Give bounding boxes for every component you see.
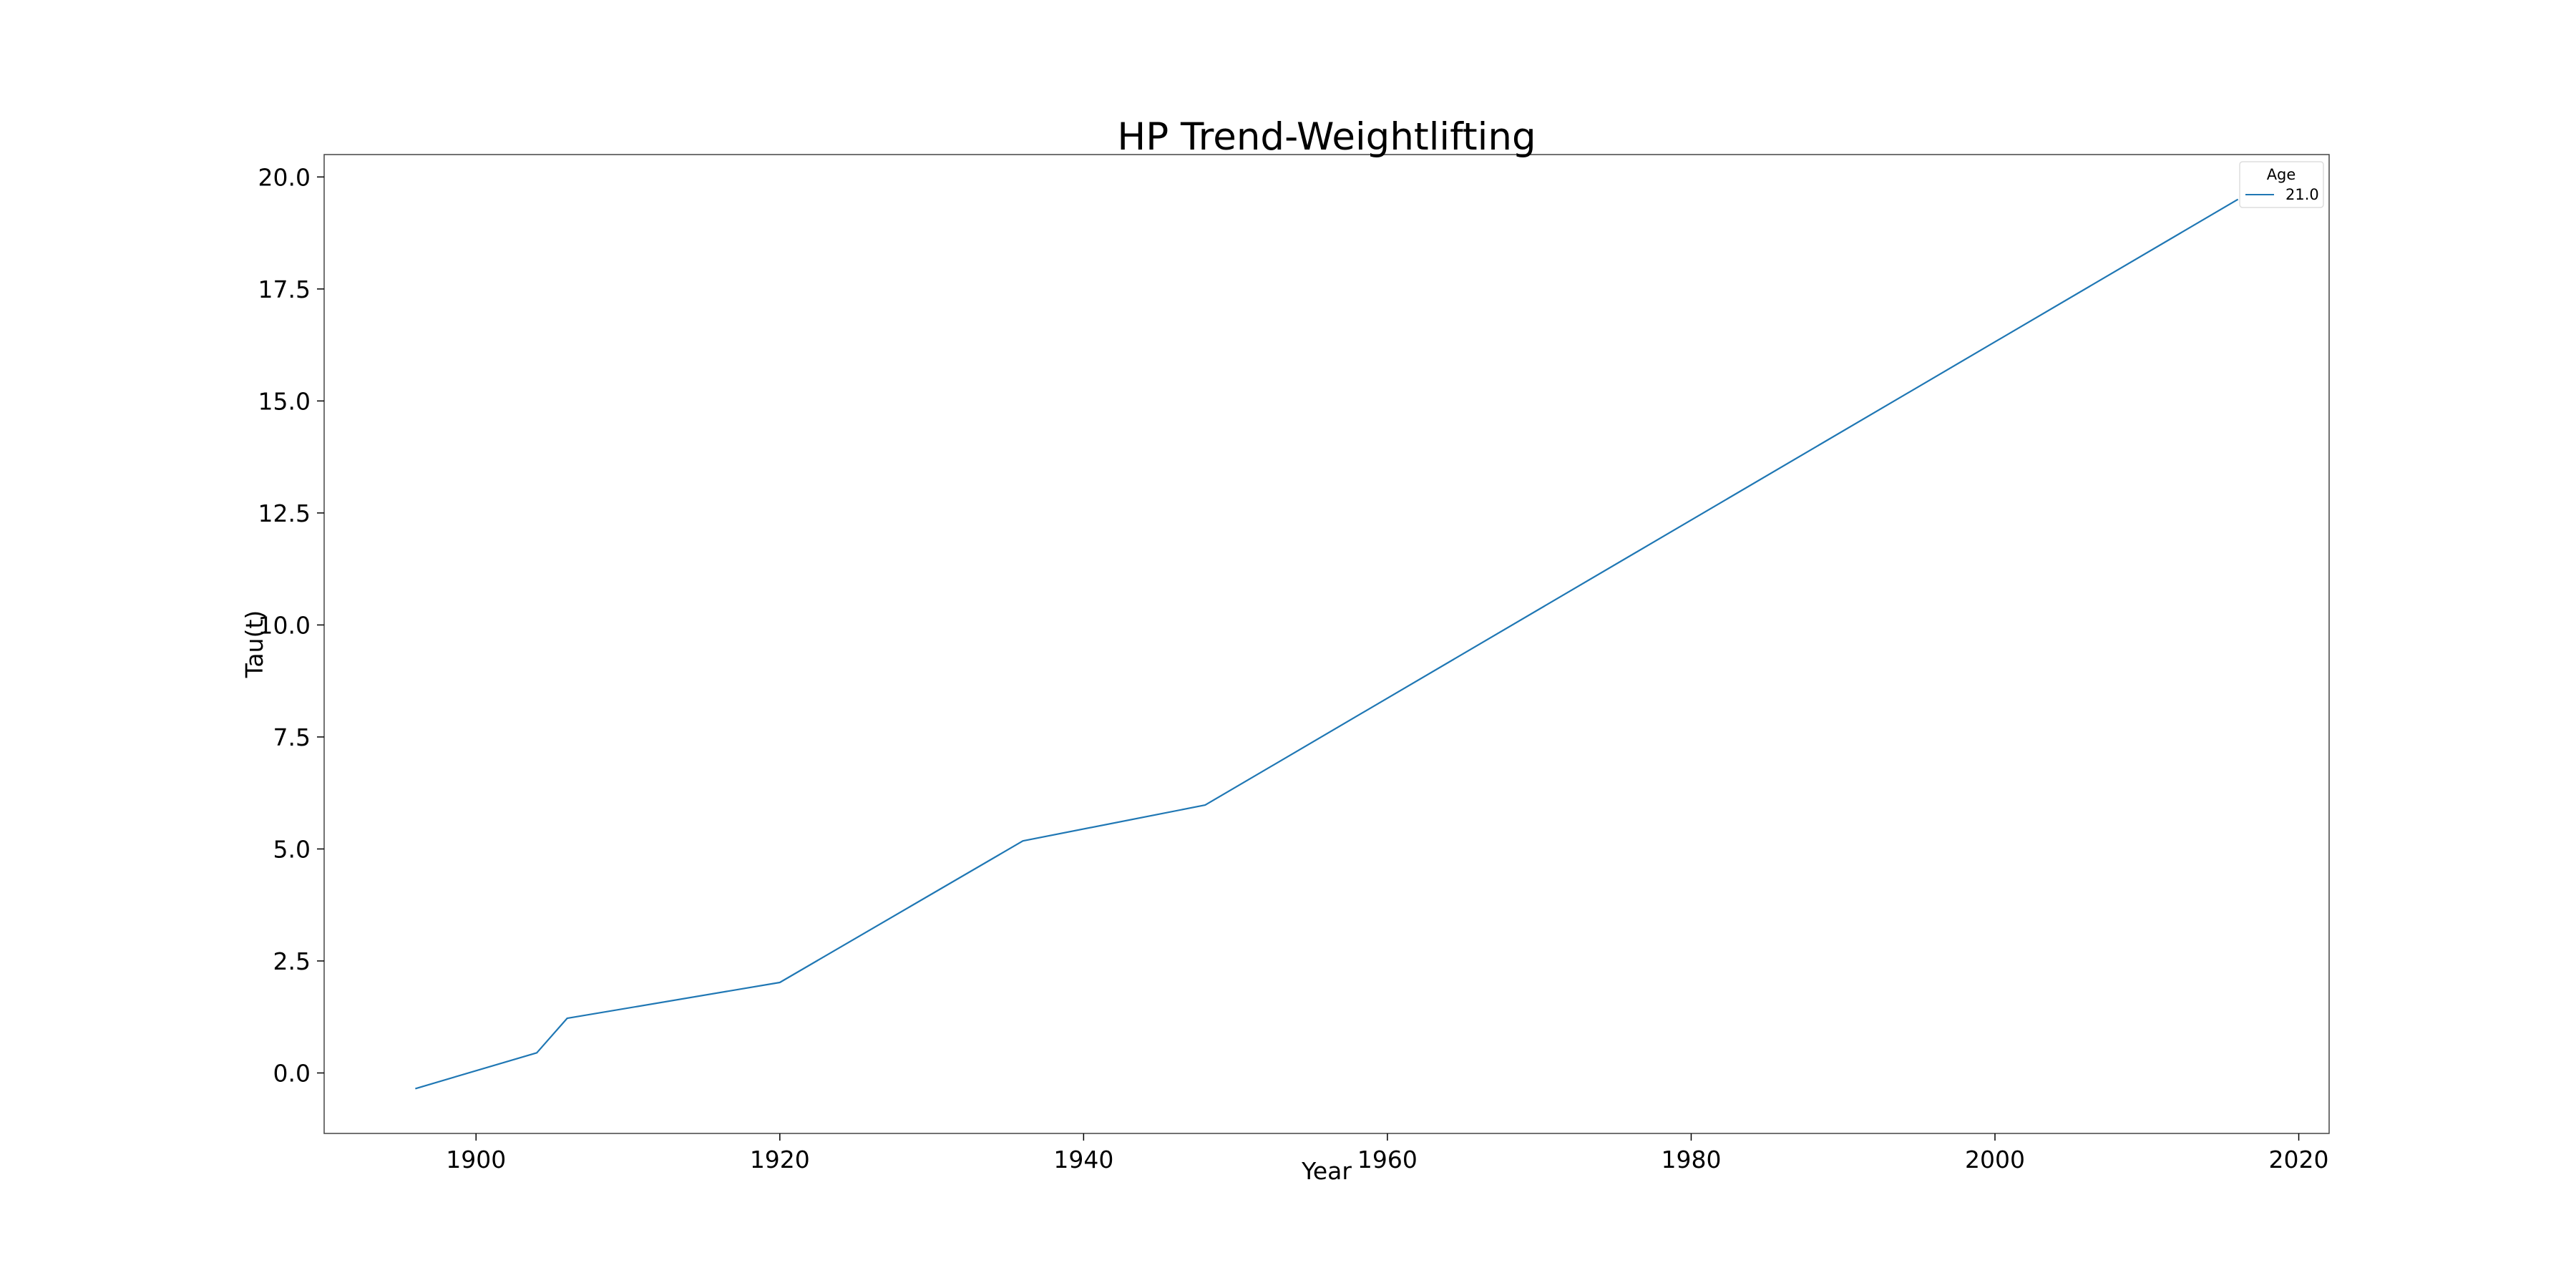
x-tick-label: 2000 — [1965, 1146, 2025, 1174]
chart-title: HP Trend-Weightlifting — [1117, 115, 1536, 159]
y-tick-label: 7.5 — [273, 723, 311, 751]
legend-label-21-0: 21.0 — [2285, 186, 2319, 203]
y-tick-label: 5.0 — [273, 835, 311, 863]
y-axis-ticks: 0.0 2.5 5.0 7.5 10.0 12.5 15.0 17.5 20.0 — [258, 163, 324, 1087]
y-axis-label: Tau(t) — [240, 610, 268, 679]
x-tick-label: 1980 — [1661, 1146, 1721, 1174]
x-tick-label: 1920 — [750, 1146, 810, 1174]
plot-area — [323, 154, 2330, 1134]
x-tick-label: 1960 — [1357, 1146, 1418, 1174]
x-tick-label: 1940 — [1053, 1146, 1113, 1174]
y-tick-label: 17.5 — [258, 275, 311, 303]
legend-box — [2239, 161, 2324, 208]
y-tick-label: 12.5 — [258, 499, 311, 527]
legend: Age 21.0 — [2239, 161, 2324, 208]
y-tick-label: 2.5 — [273, 947, 311, 975]
y-tick-label: 20.0 — [258, 163, 311, 191]
y-tick-label: 0.0 — [273, 1059, 311, 1087]
legend-title: Age — [2267, 166, 2296, 183]
y-tick-label: 15.0 — [258, 387, 311, 415]
y-tick-label: 10.0 — [258, 611, 311, 639]
x-tick-label: 2020 — [2269, 1146, 2329, 1174]
x-axis-ticks: 1900 1920 1940 1960 1980 2000 2020 — [446, 1133, 2329, 1174]
series-layer — [415, 198, 2239, 1090]
x-tick-label: 1900 — [446, 1146, 506, 1174]
x-axis-label: Year — [1301, 1157, 1352, 1185]
